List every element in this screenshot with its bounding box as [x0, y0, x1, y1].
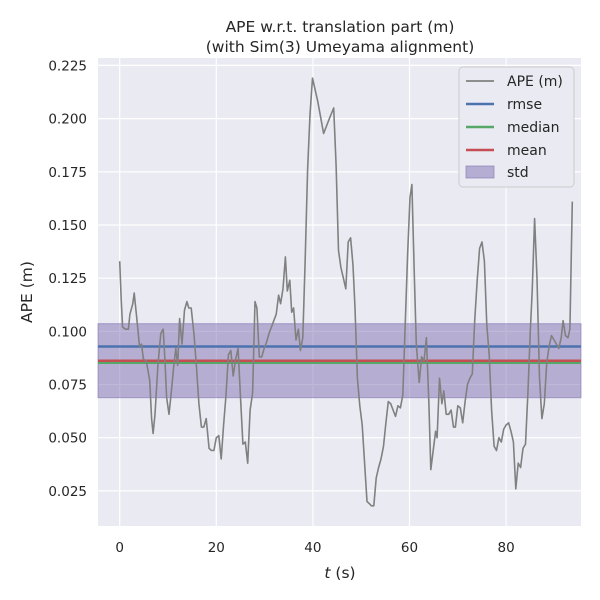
y-tick-label: 0.175	[48, 165, 87, 181]
chart-title: APE w.r.t. translation part (m)	[226, 18, 455, 36]
legend: APE (m) rmse median mean std	[458, 66, 575, 188]
legend-label-std: std	[507, 165, 529, 181]
legend-frame	[458, 66, 575, 188]
y-tick-label: 0.100	[48, 324, 87, 340]
x-tick-label: 20	[208, 540, 225, 556]
x-tick-label: 60	[401, 540, 418, 556]
x-axis-label-unit: (s)	[330, 564, 355, 582]
y-tick-labels: 0.025 0.050 0.075 0.100 0.125 0.150 0.175 0.200…	[48, 58, 87, 500]
legend-label-mean: mean	[507, 143, 547, 159]
chart-subtitle: (with Sim(3) Umeyama alignment)	[206, 38, 475, 56]
x-axis-label: t (s)	[324, 564, 355, 582]
y-tick-label: 0.075	[48, 378, 87, 394]
x-tick-label: 0	[115, 540, 124, 556]
y-tick-label: 0.125	[48, 271, 87, 287]
x-tick-labels: 0 20 40 60 80	[115, 540, 514, 556]
x-tick-label: 80	[498, 540, 515, 556]
y-tick-label: 0.150	[48, 218, 87, 234]
y-tick-label: 0.200	[48, 112, 87, 128]
y-tick-label: 0.225	[48, 58, 87, 74]
legend-label-median: median	[507, 120, 559, 136]
y-axis-label: APE (m)	[18, 261, 36, 323]
ape-series-line	[118, 77, 574, 507]
x-axis-label-symbol: t	[324, 564, 331, 582]
x-tick-label: 40	[304, 540, 321, 556]
y-tick-label: 0.025	[48, 484, 87, 500]
y-tick-label: 0.050	[48, 431, 87, 447]
legend-label-rmse: rmse	[507, 97, 542, 113]
legend-swatch-std	[465, 165, 495, 179]
legend-label-ape: APE (m)	[507, 74, 563, 90]
